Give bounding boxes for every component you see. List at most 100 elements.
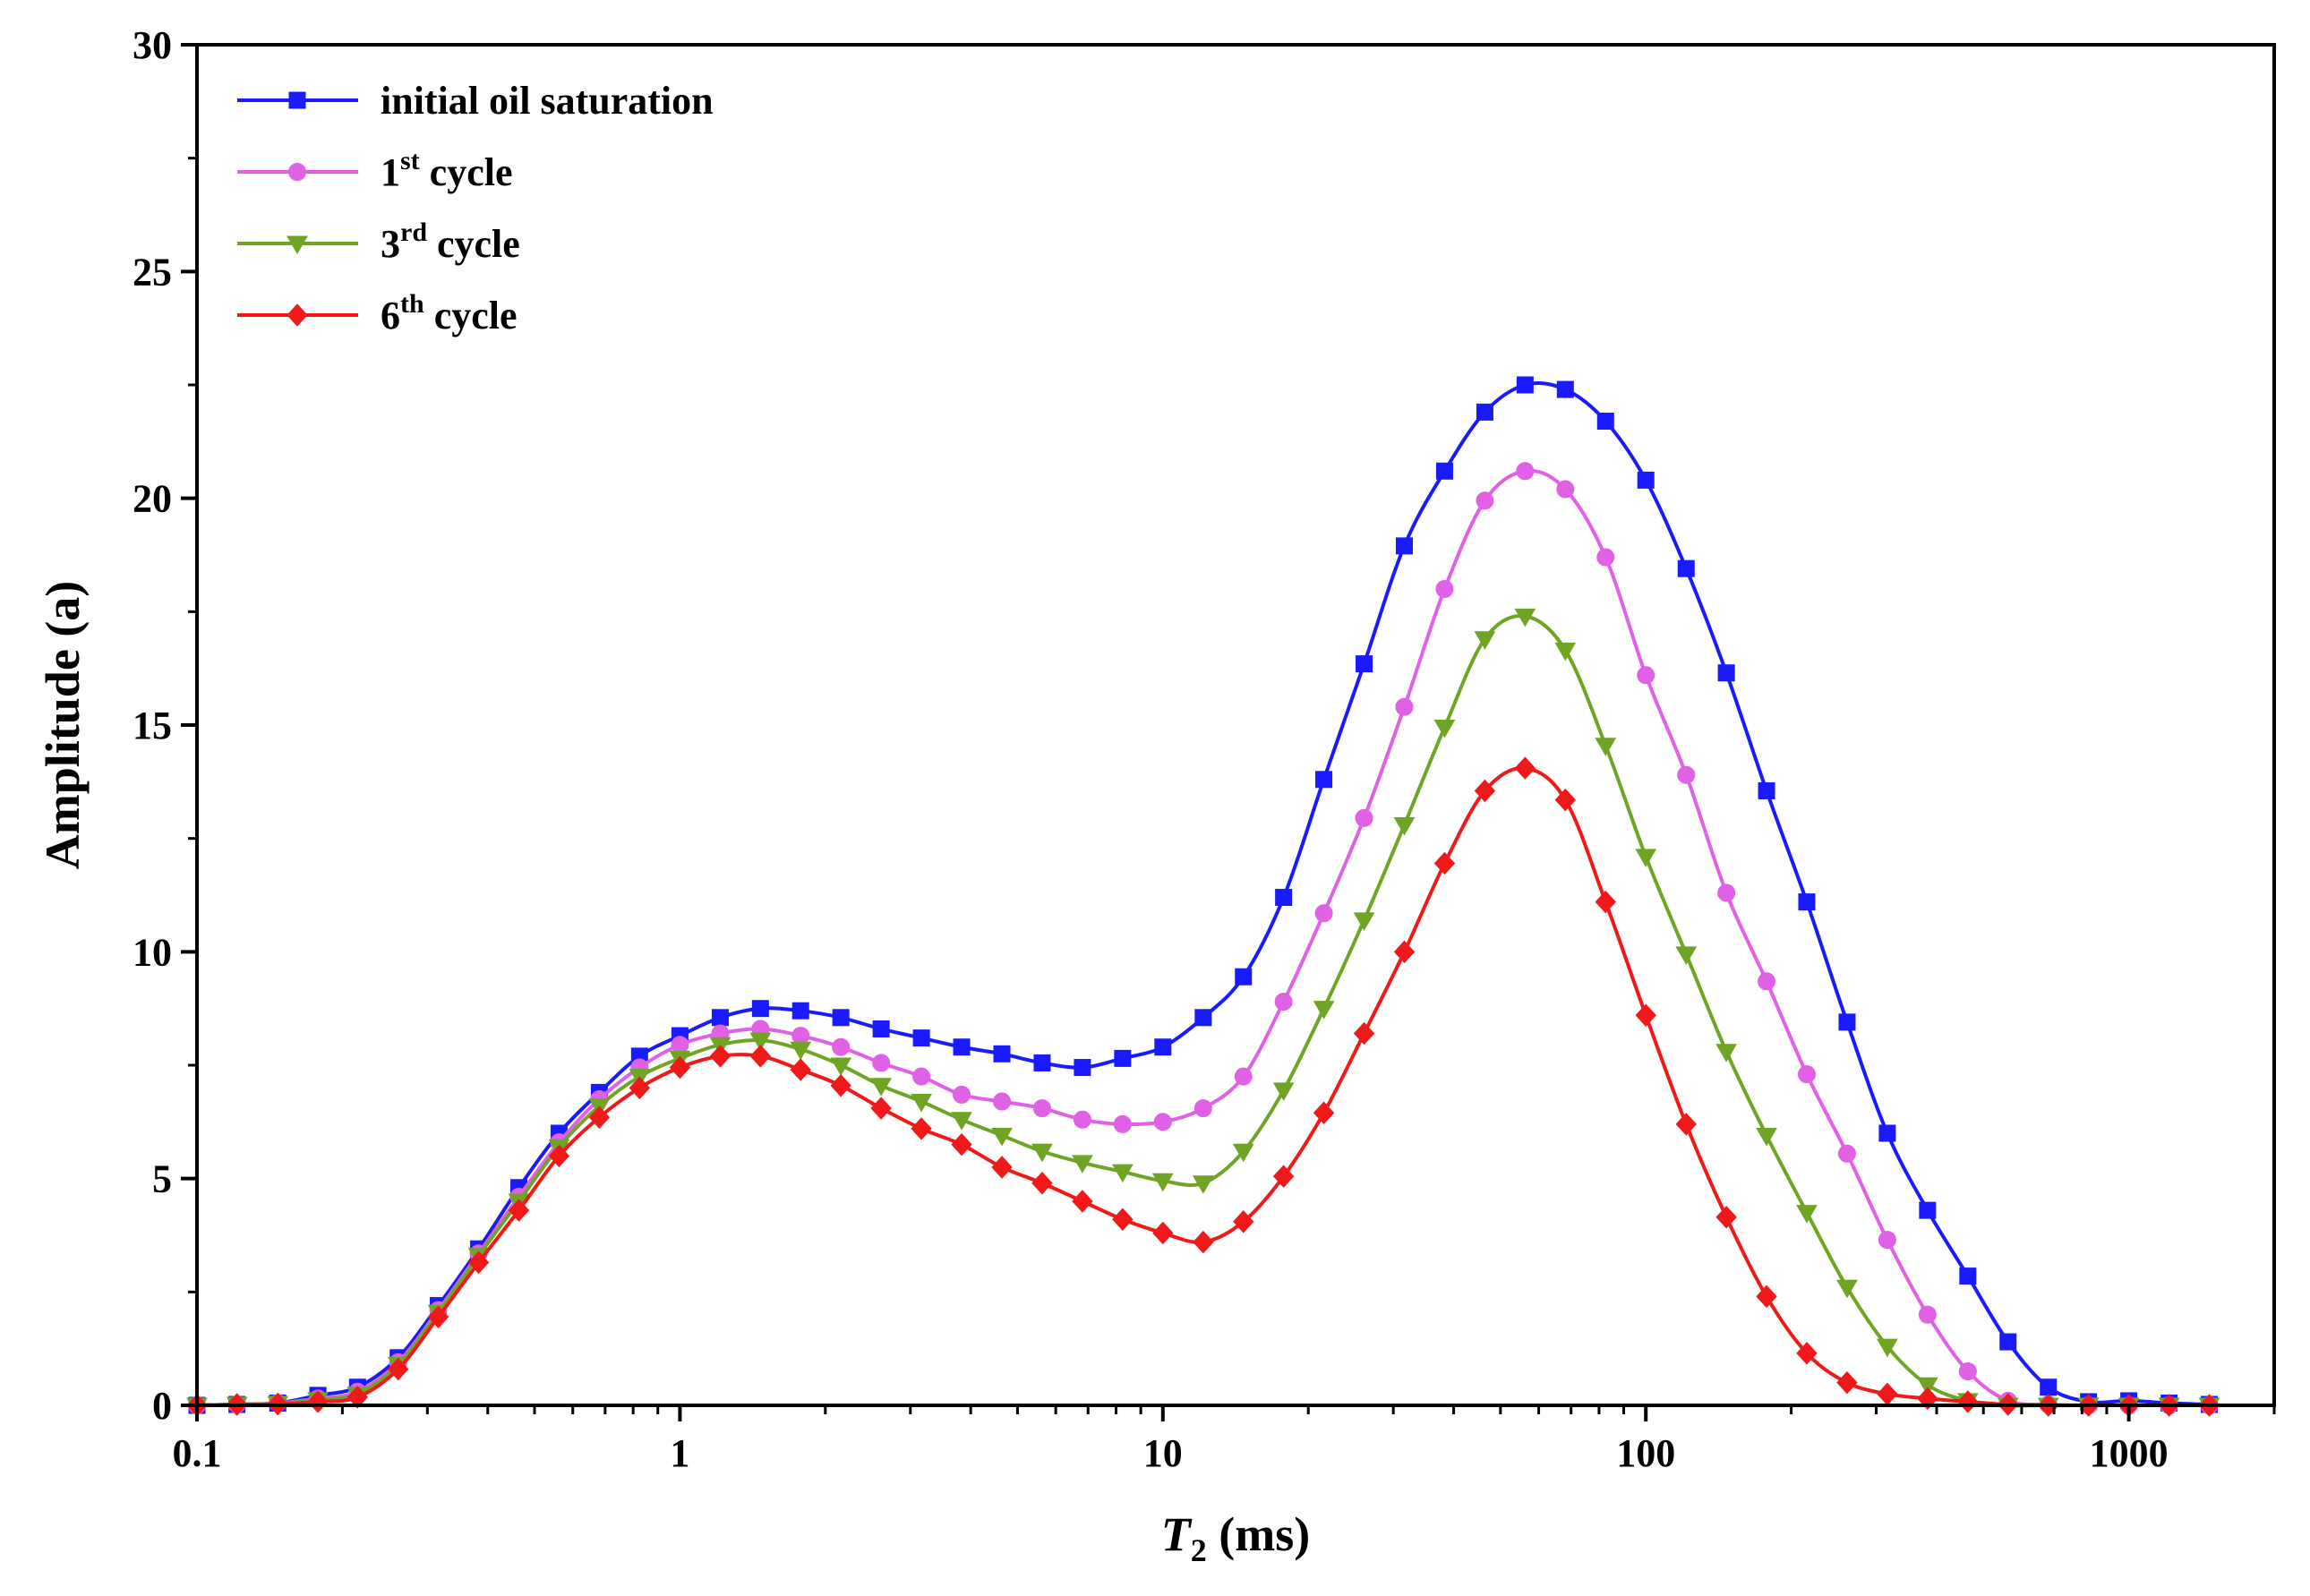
data-point xyxy=(1192,1175,1214,1194)
data-point xyxy=(832,1009,850,1027)
data-point xyxy=(1717,883,1736,902)
legend-marker xyxy=(288,163,306,181)
data-point xyxy=(1234,1067,1253,1086)
data-point xyxy=(548,1144,570,1168)
data-point xyxy=(1194,1099,1212,1118)
data-point xyxy=(1072,1155,1093,1174)
data-point xyxy=(1877,1382,1898,1406)
data-point xyxy=(1272,1165,1295,1188)
data-point xyxy=(912,1029,930,1047)
data-point xyxy=(953,1038,971,1056)
legend-label: 1st cycle xyxy=(381,146,512,194)
data-point xyxy=(346,1386,368,1409)
data-point xyxy=(1838,1013,1856,1031)
data-point xyxy=(1355,808,1373,827)
legend-label: 3rd cycle xyxy=(381,218,520,266)
data-point xyxy=(1878,1231,1896,1250)
data-point xyxy=(790,1058,811,1081)
data-point xyxy=(1635,849,1657,867)
data-point xyxy=(1556,480,1575,499)
data-point xyxy=(1395,697,1414,716)
data-point xyxy=(669,1055,691,1080)
series-1 xyxy=(188,376,2219,1414)
data-point xyxy=(1677,559,1695,577)
legend-label-suffix: cycle xyxy=(427,222,520,266)
data-point xyxy=(1717,664,1735,682)
y-tick-label: 5 xyxy=(152,1157,172,1201)
legend-label-superscript: st xyxy=(400,146,420,175)
x-axis-title-main: T xyxy=(1161,1507,1193,1561)
data-point xyxy=(1836,1370,1858,1395)
x-tick-label: 1 xyxy=(670,1431,689,1475)
data-point xyxy=(1836,1279,1858,1299)
data-point xyxy=(1353,1021,1375,1046)
data-point xyxy=(1554,642,1577,661)
data-point xyxy=(1516,376,1534,394)
legend-item: initial oil saturation xyxy=(237,79,714,123)
data-point xyxy=(711,1009,729,1027)
x-axis-title: T2 (ms) xyxy=(1161,1507,1310,1568)
legend-label: initial oil saturation xyxy=(381,79,714,123)
data-point xyxy=(2040,1378,2058,1396)
y-tick-label: 30 xyxy=(133,23,172,67)
data-point xyxy=(1635,1003,1656,1028)
data-point xyxy=(830,1057,852,1076)
data-point xyxy=(1112,1208,1134,1232)
data-point xyxy=(1233,1210,1254,1233)
data-point xyxy=(1232,1143,1254,1163)
data-point xyxy=(1596,413,1614,431)
data-point xyxy=(588,1105,611,1130)
data-point xyxy=(1758,781,1775,799)
data-point xyxy=(872,1020,890,1037)
data-point xyxy=(1072,1190,1093,1213)
data-point xyxy=(1474,631,1496,650)
legend-marker xyxy=(287,303,308,327)
data-point xyxy=(911,1117,932,1140)
data-point xyxy=(1313,1101,1335,1124)
data-point xyxy=(1474,779,1496,803)
data-point xyxy=(1918,1305,1937,1324)
data-point xyxy=(1595,890,1616,914)
legend-marker xyxy=(287,235,308,254)
data-point xyxy=(870,1097,892,1120)
data-point xyxy=(1514,756,1536,780)
data-point xyxy=(1796,1205,1818,1224)
data-point xyxy=(1154,1038,1172,1056)
data-point xyxy=(991,1156,1013,1179)
data-point xyxy=(1114,1049,1132,1067)
data-point xyxy=(1153,1113,1172,1131)
data-point xyxy=(911,1094,932,1113)
data-point xyxy=(993,1092,1012,1111)
data-point xyxy=(1516,462,1535,481)
x-tick-label: 0.1 xyxy=(173,1431,222,1475)
data-point xyxy=(1393,816,1416,836)
data-point xyxy=(1433,720,1456,738)
data-point xyxy=(993,1045,1011,1063)
data-point xyxy=(1798,893,1816,911)
legend-label-name: 1 xyxy=(381,150,400,194)
data-point xyxy=(1433,851,1456,875)
legend-label-superscript: th xyxy=(400,289,424,319)
data-point xyxy=(951,1132,972,1156)
data-point xyxy=(1916,1377,1938,1396)
data-point xyxy=(1393,940,1416,964)
y-tick-label: 20 xyxy=(133,477,172,521)
data-point xyxy=(872,1054,891,1072)
data-point xyxy=(1919,1201,1937,1219)
y-tick-label: 0 xyxy=(152,1384,172,1428)
data-point xyxy=(1033,1054,1051,1071)
x-tick-label: 100 xyxy=(1616,1431,1675,1475)
data-point xyxy=(1758,972,1776,991)
data-point xyxy=(1715,1205,1737,1229)
data-point xyxy=(1314,904,1333,923)
data-point xyxy=(1958,1362,1977,1380)
legend-item: 1st cycle xyxy=(237,146,512,194)
data-point xyxy=(1353,912,1375,931)
data-point xyxy=(1113,1114,1132,1133)
data-point xyxy=(912,1067,931,1086)
data-point xyxy=(832,1037,851,1056)
data-point xyxy=(1193,1230,1214,1254)
data-point xyxy=(951,1112,972,1131)
legend-label-suffix: cycle xyxy=(424,294,518,337)
